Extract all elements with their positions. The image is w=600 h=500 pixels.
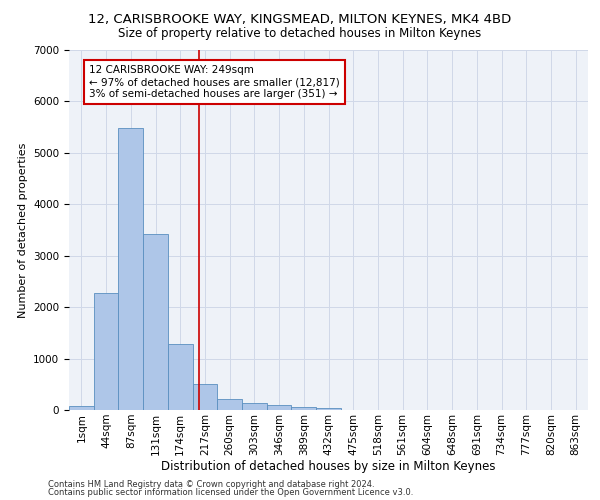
Text: Contains HM Land Registry data © Crown copyright and database right 2024.: Contains HM Land Registry data © Crown c… [48,480,374,489]
Bar [316,408,341,410]
Bar [242,402,267,410]
Text: 12, CARISBROOKE WAY, KINGSMEAD, MILTON KEYNES, MK4 4BD: 12, CARISBROOKE WAY, KINGSMEAD, MILTON K… [88,12,512,26]
Bar [168,344,193,410]
Y-axis label: Number of detached properties: Number of detached properties [17,142,28,318]
X-axis label: Distribution of detached houses by size in Milton Keynes: Distribution of detached houses by size … [161,460,496,473]
Text: 12 CARISBROOKE WAY: 249sqm
← 97% of detached houses are smaller (12,817)
3% of s: 12 CARISBROOKE WAY: 249sqm ← 97% of deta… [89,66,340,98]
Bar [94,292,118,410]
Bar [143,234,168,410]
Text: Size of property relative to detached houses in Milton Keynes: Size of property relative to detached ho… [118,28,482,40]
Bar [69,406,94,410]
Bar [217,400,242,410]
Text: Contains public sector information licensed under the Open Government Licence v3: Contains public sector information licen… [48,488,413,497]
Bar [193,384,217,410]
Bar [292,407,316,410]
Bar [267,405,292,410]
Bar [118,128,143,410]
